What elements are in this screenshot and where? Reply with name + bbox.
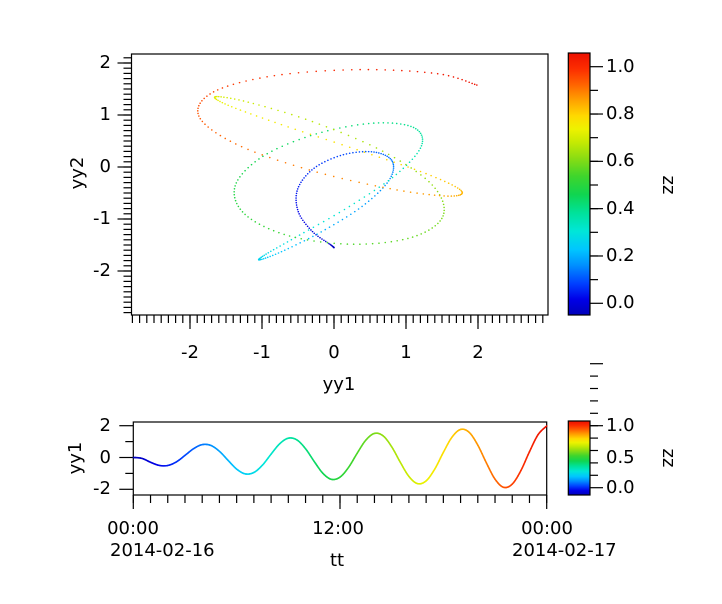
top-xtick-m2: -2 [181, 342, 199, 363]
bot-xtick-1200: 12:00 [312, 518, 364, 539]
top-ytick-1: 1 [99, 104, 111, 125]
cb2-label: zz [658, 448, 679, 468]
bot-xtick-0000-right: 00:00 [521, 518, 573, 539]
bot-ytick-2: 2 [99, 415, 111, 436]
cb1-tick-10: 1.0 [606, 56, 635, 77]
bot-ytick-0: 0 [99, 447, 111, 468]
top-xtick-m1: -1 [253, 342, 271, 363]
top-xtick-0: 0 [328, 342, 340, 363]
cb1-tick-00: 0.0 [606, 292, 635, 313]
cb1-tick-08: 0.8 [606, 103, 635, 124]
bot-xtick-0000-left: 00:00 [107, 518, 159, 539]
cb2-tick-10: 1.0 [606, 415, 635, 436]
cb2-tick-00: 0.0 [606, 477, 635, 498]
cb1-tick-06: 0.6 [606, 150, 635, 171]
top-ytick-0: 0 [99, 156, 111, 177]
top-xtick-2: 2 [472, 342, 484, 363]
bot-xlabel: tt [329, 550, 345, 571]
top-ylabel: yy2 [67, 156, 88, 190]
cb1-label: zz [658, 175, 679, 195]
cb1-tick-02: 0.2 [606, 245, 635, 266]
top-xlabel: yy1 [322, 374, 356, 395]
bot-date-left: 2014-02-16 [110, 540, 215, 561]
top-ytick-m1: -1 [93, 208, 111, 229]
cb1-tick-04: 0.4 [606, 198, 635, 219]
bot-ytick-m2: -2 [93, 478, 111, 499]
cb2-tick-05: 0.5 [606, 447, 635, 468]
bot-date-right: 2014-02-17 [512, 540, 617, 561]
top-ytick-m2: -2 [93, 260, 111, 281]
top-ytick-2: 2 [99, 52, 111, 73]
top-xtick-1: 1 [400, 342, 412, 363]
bot-ylabel: yy1 [65, 441, 86, 475]
